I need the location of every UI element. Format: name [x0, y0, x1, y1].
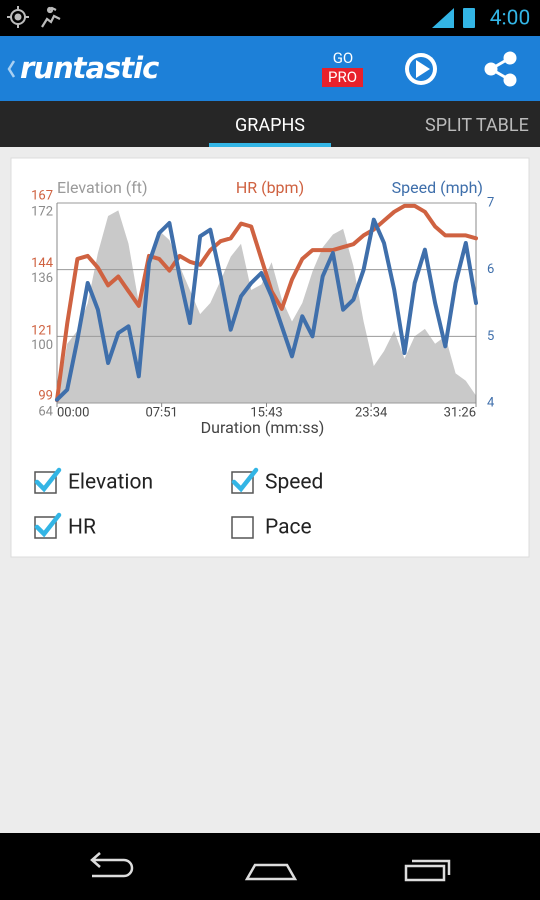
toggle[interactable]: Elevation: [34, 467, 153, 495]
legend-label: Elevation (ft): [57, 178, 148, 197]
tab-label[interactable]: SPLIT TABLE: [425, 115, 529, 136]
pro-label[interactable]: PRO: [328, 68, 357, 86]
checkmark[interactable]: [34, 467, 62, 493]
series-line: [55, 203, 478, 403]
chart: 64 100 136 172 99 121 144 167 4 5 6 7 00:00 07:51 15:4…: [31, 178, 495, 437]
y-tick-label: 172: [31, 204, 53, 219]
y2-tick-label: 4: [487, 395, 495, 410]
x-tick-label: 00:00: [57, 405, 89, 420]
toggle[interactable]: HR: [34, 512, 96, 540]
x-tick-label: 23:34: [355, 405, 388, 420]
y-tick-label: 64: [38, 404, 53, 419]
toggle-label[interactable]: Pace: [265, 516, 312, 540]
y-tick-label: 100: [31, 338, 53, 353]
signal-icon: [432, 8, 454, 28]
checkmark[interactable]: [231, 467, 259, 493]
legend-label: Speed (mph): [392, 178, 483, 197]
tab-label[interactable]: GRAPHS: [235, 115, 305, 136]
y3-tick-label: 121: [31, 324, 53, 339]
go-label[interactable]: GO: [333, 49, 354, 67]
y2-tick-label: 5: [487, 329, 494, 344]
x-axis-label: Duration (mm:ss): [201, 418, 325, 437]
toggle[interactable]: Pace: [231, 516, 312, 540]
legend-label: HR (bpm): [236, 178, 304, 197]
checkbox[interactable]: [231, 516, 254, 539]
tab-indicator: [209, 143, 331, 147]
x-tick-label: 07:51: [145, 405, 177, 420]
logo[interactable]: runtastic: [20, 51, 160, 85]
x-tick-label: 15:43: [250, 405, 282, 420]
recents-button[interactable]: [404, 859, 451, 882]
back-button[interactable]: [90, 852, 134, 878]
toggle[interactable]: Speed: [231, 467, 323, 495]
gps-icon: [7, 6, 29, 28]
status-bar: [0, 0, 540, 36]
y-tick-label: 136: [31, 271, 53, 286]
nav-bar: [0, 833, 540, 900]
clock: 4:00: [490, 7, 531, 31]
home-button[interactable]: [244, 863, 298, 881]
play-button[interactable]: [405, 53, 437, 85]
x-tick-label: 31:26: [444, 405, 476, 420]
toggle-label[interactable]: HR: [68, 516, 96, 540]
y2-tick-label: 6: [487, 262, 494, 277]
elevation-area: [57, 210, 476, 403]
share-button[interactable]: [484, 51, 517, 87]
y3-tick-label: 167: [31, 188, 53, 203]
toggle-label[interactable]: Speed: [265, 471, 323, 495]
toggle-label[interactable]: Elevation: [68, 471, 153, 495]
pro-badge[interactable]: [322, 68, 363, 87]
checkmark[interactable]: [34, 512, 62, 538]
y2-tick-label: 7: [487, 195, 494, 210]
battery-icon: [463, 8, 475, 28]
activity-icon: [41, 6, 61, 28]
y3-tick-label: 99: [38, 388, 53, 403]
back-chevron[interactable]: [7, 60, 16, 78]
series-line: [55, 217, 478, 402]
tab-bar: [0, 101, 540, 147]
app-bar: [0, 36, 540, 101]
y3-tick-label: 144: [31, 256, 54, 271]
